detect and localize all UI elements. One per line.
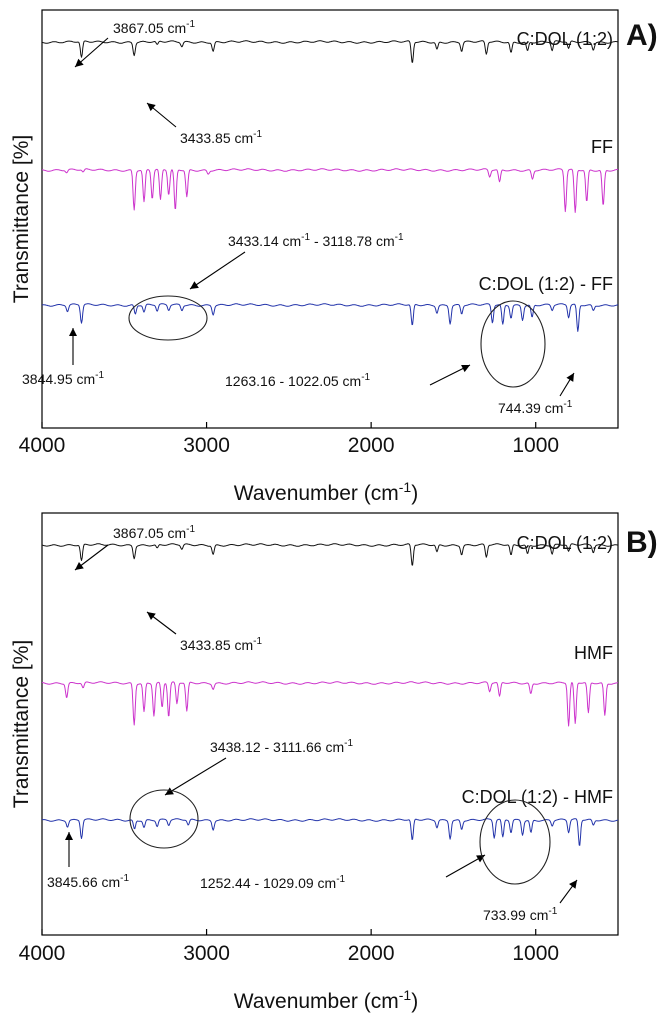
panel-b: 4000 3000 2000 1000 Wavenumber (cm-1) Transmi… — [10, 513, 658, 1013]
arrowhead — [566, 373, 574, 382]
plot-frame — [42, 513, 618, 935]
plot-frame — [42, 10, 618, 428]
x-tick-label: 3000 — [183, 942, 230, 965]
panel-label: A) — [626, 19, 658, 52]
arrowhead — [65, 832, 73, 840]
x-tick-label: 4000 — [19, 434, 66, 457]
x-tick-label: 3000 — [183, 434, 230, 457]
annotation-label: 3867.05 cm-1 — [113, 524, 196, 541]
highlight-ellipse — [480, 800, 550, 884]
annotation-label: 3867.05 cm-1 — [113, 19, 196, 36]
arrowhead — [569, 880, 577, 889]
x-axis-title: Wavenumber (cm-1) — [234, 987, 418, 1013]
x-axis-title: Wavenumber (cm-1) — [234, 479, 418, 505]
x-tick-label: 1000 — [512, 942, 559, 965]
x-tick-label: 1000 — [512, 434, 559, 457]
series-label: C:DOL (1:2) - HMF — [462, 787, 613, 807]
x-tick-label: 2000 — [348, 942, 395, 965]
annotation-arrow — [190, 252, 245, 289]
panel-label: B) — [626, 526, 658, 559]
highlight-ellipse — [481, 301, 545, 387]
annotation-label: 1252.44 - 1029.09 cm-1 — [200, 874, 346, 891]
annotation-label: 3433.85 cm-1 — [180, 129, 263, 146]
panel-a: 4000 3000 2000 1000 Wavenumber (cm-1) Transmi… — [10, 10, 658, 505]
x-tick-label: 2000 — [348, 434, 395, 457]
arrowhead — [147, 103, 156, 111]
series-label: C:DOL (1:2) - FF — [479, 274, 613, 294]
annotation-label: 3438.12 - 3111.66 cm-1 — [210, 738, 353, 755]
series-line — [42, 682, 618, 726]
arrowhead — [190, 281, 199, 289]
annotation-arrow — [165, 758, 226, 795]
arrowhead — [147, 612, 156, 620]
series-line — [42, 304, 618, 332]
y-axis-title: Transmittance [%] — [10, 135, 33, 303]
annotation-label: 3845.66 cm-1 — [47, 873, 130, 890]
annotation-label: 1263.16 - 1022.05 cm-1 — [225, 372, 371, 389]
series-label: FF — [591, 137, 613, 157]
series-line — [42, 169, 618, 213]
annotation-label: 3433.14 cm-1 - 3118.78 cm-1 — [228, 232, 404, 249]
highlight-ellipse — [129, 296, 207, 340]
series-line — [42, 819, 618, 846]
x-tick-label: 4000 — [19, 942, 66, 965]
annotation-label: 733.99 cm-1 — [483, 906, 558, 923]
arrowhead — [75, 562, 84, 570]
series-label: C:DOL (1:2) — [517, 533, 613, 553]
annotation-label: 3844.95 cm-1 — [22, 370, 105, 387]
arrowhead — [69, 328, 77, 336]
annotation-label: 3433.85 cm-1 — [180, 636, 263, 653]
series-label: HMF — [574, 643, 613, 663]
y-axis-title: Transmittance [%] — [10, 640, 33, 808]
annotation-label: 744.39 cm-1 — [498, 399, 573, 416]
series-label: C:DOL (1:2) — [517, 29, 613, 49]
